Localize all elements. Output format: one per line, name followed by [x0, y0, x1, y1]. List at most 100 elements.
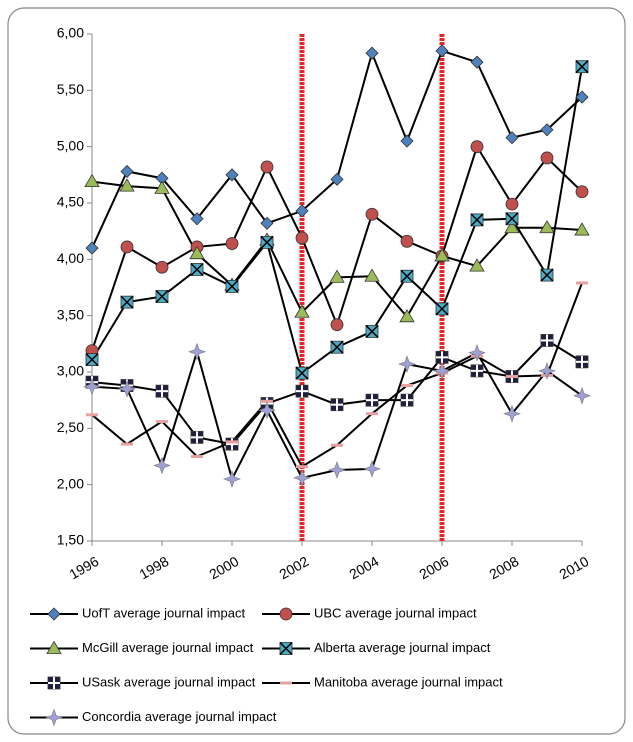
marker-shape — [433, 362, 451, 380]
marker — [330, 172, 344, 186]
marker-shape — [295, 366, 309, 380]
marker — [540, 334, 554, 347]
marker — [155, 289, 169, 304]
marker — [119, 178, 135, 192]
marker — [293, 469, 311, 487]
marker-shape — [258, 401, 276, 420]
marker-shape — [86, 413, 98, 417]
marker-shape — [540, 268, 554, 282]
marker-shape — [540, 151, 554, 165]
marker-shape — [119, 178, 135, 192]
marker — [365, 207, 379, 221]
marker-shape — [328, 461, 346, 479]
marker — [503, 404, 521, 423]
marker — [400, 269, 414, 283]
marker-shape — [85, 241, 99, 255]
marker — [574, 222, 590, 236]
legend-label: UBC average journal impact — [314, 605, 477, 620]
marker — [328, 461, 346, 479]
marker-shape — [331, 443, 343, 447]
marker — [45, 708, 63, 727]
marker — [469, 258, 485, 272]
marker — [225, 279, 239, 293]
marker-shape — [575, 185, 589, 199]
legend-item: UofT average journal impact — [30, 605, 245, 621]
marker-shape — [365, 324, 379, 338]
marker-shape — [120, 240, 134, 254]
marker — [434, 248, 450, 262]
marker — [538, 362, 556, 380]
marker — [47, 676, 61, 690]
marker — [120, 295, 134, 309]
marker-shape — [84, 173, 100, 187]
marker-shape — [260, 160, 274, 174]
marker-shape — [260, 216, 274, 230]
marker-shape — [225, 168, 239, 182]
chart-border — [7, 7, 626, 735]
y-tick-label: 2,00 — [57, 475, 84, 491]
marker — [331, 443, 343, 447]
marker — [330, 398, 344, 412]
marker — [576, 281, 588, 285]
marker — [191, 455, 203, 458]
y-tick-label: 4,50 — [57, 194, 84, 210]
marker — [365, 46, 379, 60]
marker — [190, 212, 204, 226]
marker — [435, 302, 449, 316]
marker — [225, 437, 239, 451]
marker-shape — [434, 248, 450, 262]
y-tick-label: 5,00 — [57, 137, 84, 153]
y-tick-label: 3,50 — [57, 306, 84, 322]
marker — [280, 681, 292, 685]
marker — [156, 420, 168, 424]
marker — [364, 268, 380, 282]
marker — [260, 216, 274, 230]
marker-shape — [279, 607, 293, 621]
marker — [120, 240, 134, 254]
y-tick-label: 4,00 — [57, 250, 84, 266]
marker — [400, 234, 414, 248]
marker — [540, 268, 554, 282]
marker-shape — [470, 213, 484, 227]
marker-shape — [85, 353, 99, 367]
legend-item: Manitoba average journal impact — [262, 674, 503, 689]
marker — [468, 343, 486, 362]
marker-shape — [280, 681, 292, 685]
marker — [189, 245, 205, 260]
marker — [46, 640, 62, 654]
marker — [470, 364, 484, 378]
marker-shape — [398, 355, 416, 373]
marker — [296, 465, 308, 469]
marker — [84, 173, 100, 187]
legend-label: Concordia average journal impact — [82, 709, 277, 724]
marker — [470, 140, 484, 154]
marker-shape — [153, 456, 171, 475]
marker — [258, 401, 276, 420]
marker-shape — [329, 269, 345, 283]
marker-shape — [260, 235, 274, 249]
marker-shape — [225, 237, 239, 250]
marker-shape — [401, 384, 413, 388]
marker — [121, 442, 133, 446]
marker — [540, 123, 554, 137]
marker — [401, 384, 413, 388]
marker-shape — [294, 304, 310, 318]
marker — [400, 393, 414, 407]
marker-shape — [120, 164, 134, 179]
marker — [279, 641, 293, 656]
marker-shape — [46, 640, 62, 654]
marker — [261, 399, 273, 403]
marker — [365, 393, 379, 407]
marker-shape — [188, 342, 206, 361]
marker — [225, 168, 239, 182]
marker-shape — [470, 55, 484, 69]
marker-shape — [400, 269, 414, 283]
marker — [540, 151, 554, 165]
y-tick-label: 1,50 — [57, 532, 84, 548]
legend-label: Alberta average journal impact — [314, 640, 491, 655]
legend-label: USask average journal impact — [82, 674, 256, 689]
marker-shape — [400, 234, 414, 248]
marker-shape — [190, 262, 204, 277]
marker-shape — [47, 607, 61, 621]
